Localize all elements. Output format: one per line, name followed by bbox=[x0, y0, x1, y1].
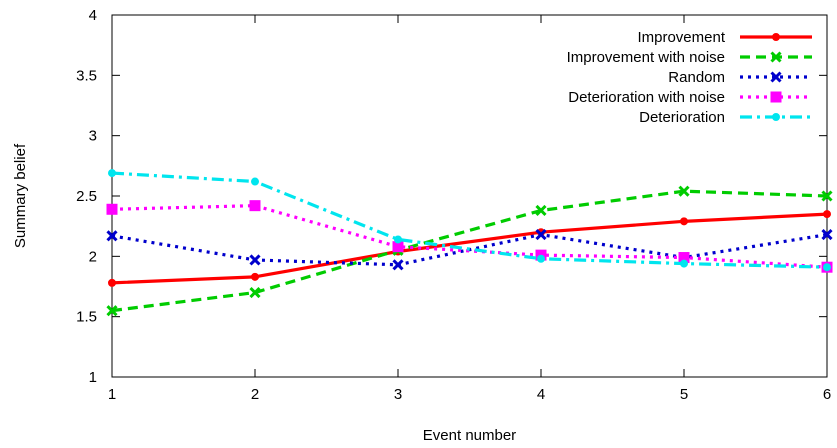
legend-marker bbox=[770, 71, 782, 83]
y-tick-label: 3.5 bbox=[76, 67, 97, 84]
data-point bbox=[823, 210, 831, 219]
data-point bbox=[392, 259, 404, 271]
data-point bbox=[821, 229, 833, 241]
x-tick-label: 5 bbox=[680, 386, 688, 403]
data-point bbox=[821, 190, 833, 202]
data-point bbox=[249, 286, 261, 299]
legend-label: Deterioration with noise bbox=[568, 89, 725, 106]
legend-marker bbox=[770, 91, 782, 103]
legend-marker bbox=[770, 51, 782, 63]
legend: Improvement Improvement with noise Random D… bbox=[567, 29, 812, 126]
x-tick-label: 1 bbox=[108, 386, 116, 403]
series-improvement-with-noise bbox=[106, 185, 833, 317]
y-tick-label: 3 bbox=[89, 128, 97, 145]
y-tick-label: 2 bbox=[89, 248, 97, 265]
data-point bbox=[106, 203, 118, 215]
legend-marker bbox=[772, 113, 780, 121]
axis-ticks: 1 2 3 4 5 6 1 1.5 2 2.5 3 3.5 4 bbox=[76, 7, 831, 403]
series-line bbox=[111, 189, 828, 313]
legend-entry: Improvement bbox=[637, 29, 812, 46]
data-point bbox=[108, 278, 116, 287]
series-line bbox=[111, 171, 828, 269]
legend-label: Improvement bbox=[637, 29, 725, 46]
series-lines bbox=[106, 169, 833, 317]
y-axis-title: Summary belief bbox=[12, 143, 29, 248]
legend-label: Deterioration bbox=[639, 109, 725, 126]
data-point bbox=[823, 263, 831, 272]
data-point bbox=[392, 241, 404, 253]
x-tick-label: 4 bbox=[537, 386, 545, 403]
x-axis-title: Event number bbox=[423, 427, 516, 444]
data-point bbox=[678, 185, 690, 197]
series-deterioration-with-noise bbox=[106, 200, 833, 273]
legend-marker bbox=[772, 33, 780, 41]
legend-entry: Deterioration with noise bbox=[568, 89, 812, 106]
data-point bbox=[535, 204, 547, 217]
data-point bbox=[394, 235, 402, 244]
legend-entry: Improvement with noise bbox=[567, 49, 812, 66]
series-deterioration bbox=[108, 169, 831, 272]
y-tick-label: 2.5 bbox=[76, 188, 97, 205]
legend-entry: Deterioration bbox=[639, 109, 812, 126]
data-point bbox=[680, 217, 688, 226]
legend-label: Improvement with noise bbox=[567, 49, 725, 66]
series-line bbox=[111, 204, 828, 269]
data-point bbox=[680, 259, 688, 268]
data-point bbox=[678, 252, 690, 264]
y-tick-label: 1 bbox=[89, 369, 97, 386]
legend-entry: Random bbox=[668, 69, 812, 86]
x-tick-label: 6 bbox=[823, 386, 831, 403]
legend-label: Random bbox=[668, 69, 725, 86]
data-point bbox=[249, 200, 261, 212]
data-point bbox=[535, 229, 547, 241]
data-point bbox=[251, 272, 259, 281]
data-point bbox=[108, 169, 116, 178]
data-point bbox=[106, 305, 118, 317]
data-point bbox=[106, 230, 118, 242]
x-tick-label: 2 bbox=[251, 386, 259, 403]
y-tick-label: 4 bbox=[89, 7, 97, 24]
data-point bbox=[537, 254, 545, 263]
data-point bbox=[249, 254, 261, 266]
data-point bbox=[251, 177, 259, 186]
y-tick-label: 1.5 bbox=[76, 309, 97, 326]
x-tick-label: 3 bbox=[394, 386, 402, 403]
series-line bbox=[111, 212, 828, 285]
